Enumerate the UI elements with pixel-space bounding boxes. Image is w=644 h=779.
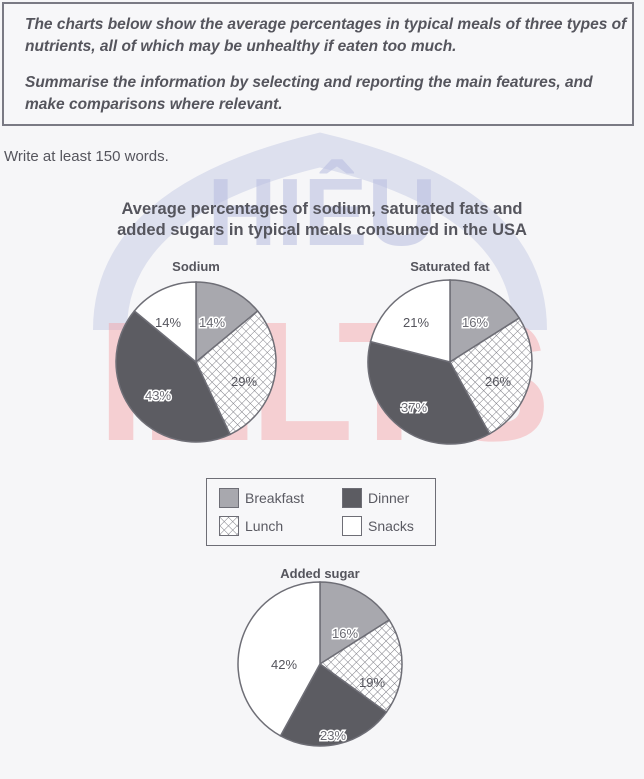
legend-item-lunch: Lunch xyxy=(219,516,283,536)
chart-title: Average percentages of sodium, saturated… xyxy=(0,199,644,241)
label-sugar-lunch: 19% xyxy=(359,675,385,690)
label-sodium-breakfast: 14% xyxy=(199,315,225,330)
slice-lunch xyxy=(449,317,533,435)
slice-snacks xyxy=(237,581,321,737)
pie-sodium: Sodium 14% 29% 43% 14% xyxy=(115,259,277,443)
legend-label-snacks: Snacks xyxy=(368,518,414,534)
legend-item-snacks: Snacks xyxy=(342,516,414,536)
label-satfat-dinner: 37% xyxy=(401,400,427,415)
label-sodium-lunch: 29% xyxy=(231,374,257,389)
label-sugar-snacks: 42% xyxy=(271,657,297,672)
slice-breakfast xyxy=(319,581,391,666)
slice-breakfast xyxy=(449,279,521,364)
slice-breakfast xyxy=(195,281,259,364)
label-sodium-dinner: 43% xyxy=(145,388,171,403)
swatch-dinner xyxy=(342,488,362,508)
swatch-snacks xyxy=(342,516,362,536)
label-satfat-snacks: 21% xyxy=(403,315,429,330)
pie-added-sugar-slices xyxy=(237,581,403,747)
chart-title-line-2: added sugars in typical meals consumed i… xyxy=(117,221,527,239)
legend: Breakfast Dinner Lunch Snacks xyxy=(206,478,436,546)
label-sugar-breakfast: 16% xyxy=(332,626,358,641)
task-paragraph-1: The charts below show the average percen… xyxy=(25,16,627,55)
slice-dinner xyxy=(367,340,491,445)
task-prompt-box: The charts below show the average percen… xyxy=(2,2,634,126)
label-sugar-dinner: 23% xyxy=(320,728,346,743)
label-satfat-lunch: 26% xyxy=(485,374,511,389)
slice-dinner xyxy=(115,309,232,443)
slice-snacks xyxy=(369,279,451,363)
legend-item-dinner: Dinner xyxy=(342,488,409,508)
pie-saturated-fat-slices xyxy=(367,279,533,445)
label-satfat-breakfast: 16% xyxy=(462,315,488,330)
pie-title-added-sugar: Added sugar xyxy=(280,566,359,581)
slice-snacks xyxy=(133,281,197,364)
legend-label-dinner: Dinner xyxy=(368,490,410,506)
swatch-lunch xyxy=(219,516,239,536)
pie-sodium-slices xyxy=(115,281,277,443)
label-sodium-snacks: 14% xyxy=(155,315,181,330)
legend-label-lunch: Lunch xyxy=(245,518,284,534)
slice-lunch xyxy=(318,619,403,714)
pie-title-saturated-fat: Saturated fat xyxy=(410,259,490,274)
chart-title-line-1: Average percentages of sodium, saturated… xyxy=(121,200,523,218)
pie-added-sugar: Added sugar 16% 19% 23% 42% xyxy=(237,566,403,747)
slice-dinner xyxy=(279,662,388,747)
legend-label-breakfast: Breakfast xyxy=(245,490,305,506)
swatch-breakfast xyxy=(219,488,239,508)
pie-title-sodium: Sodium xyxy=(172,259,220,274)
pie-saturated-fat: Saturated fat 16% 26% 37% 21% xyxy=(367,259,533,445)
task-paragraph-2: Summarise the information by selecting a… xyxy=(25,74,593,113)
legend-item-breakfast: Breakfast xyxy=(219,488,304,508)
